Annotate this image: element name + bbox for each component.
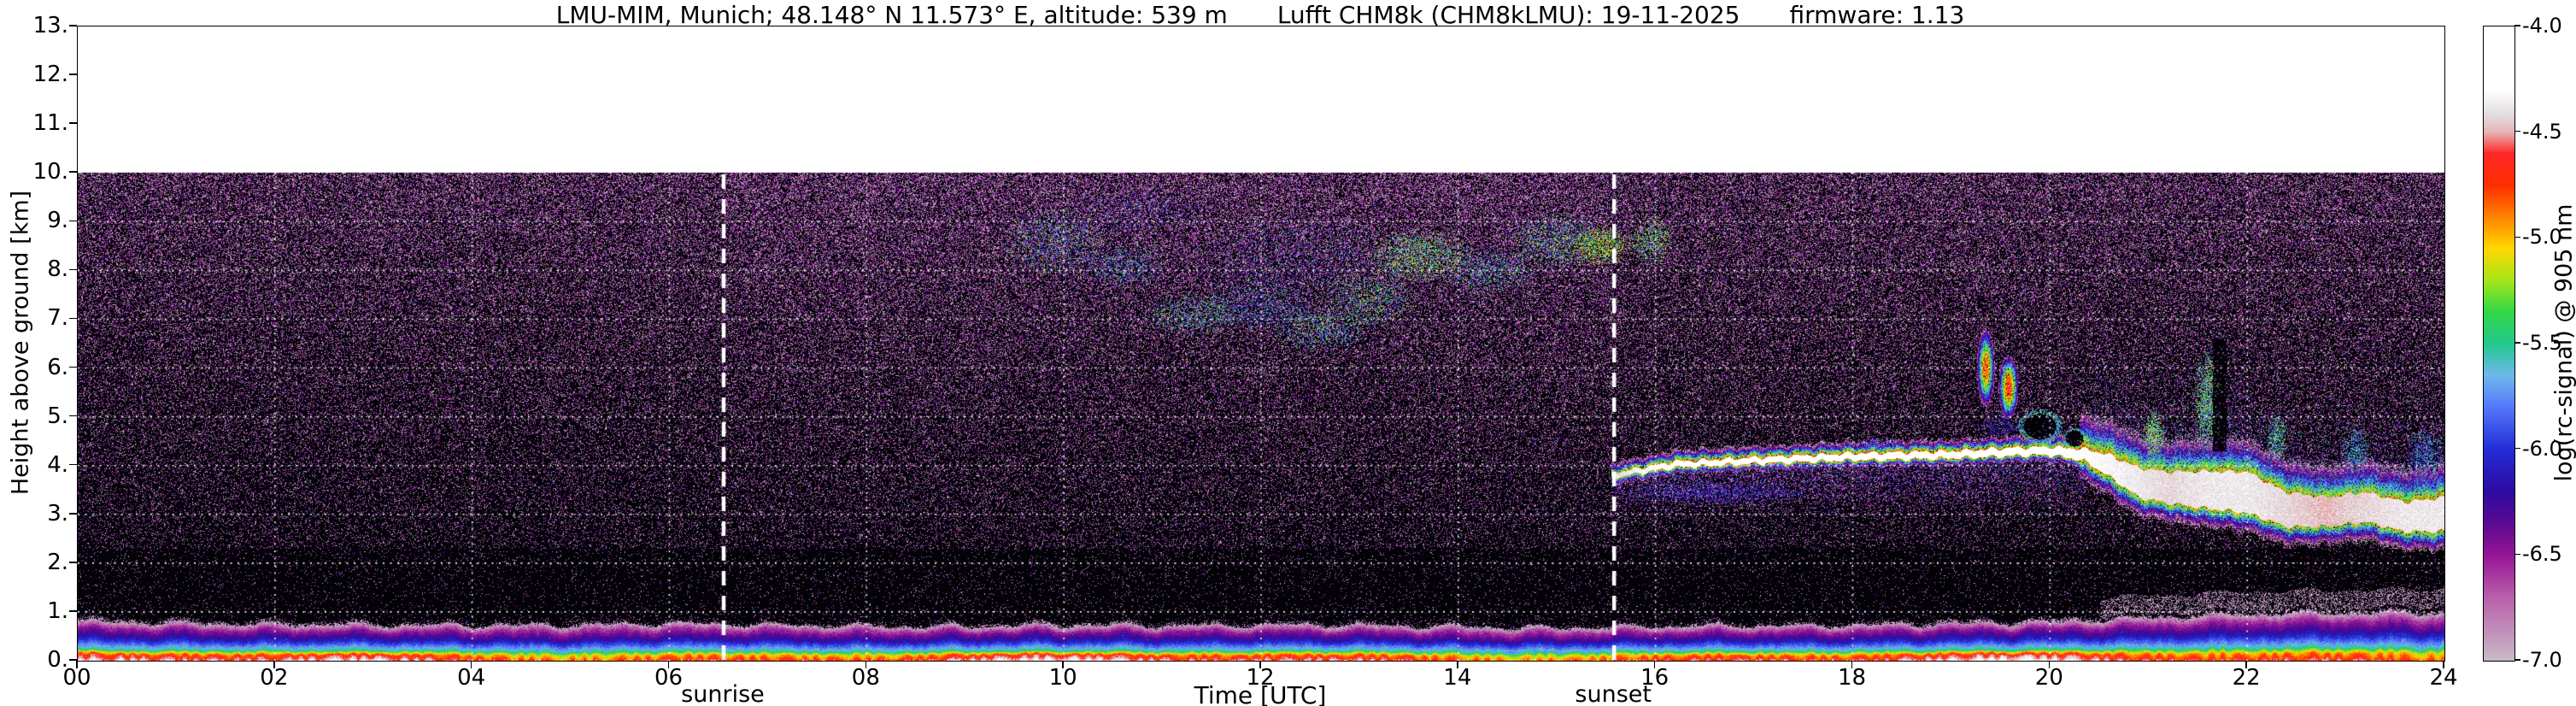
y-tick-label: 7.	[47, 305, 68, 332]
colorbar-tick-mark	[2514, 130, 2520, 132]
colorbar-tick-label: -4.0	[2522, 14, 2562, 38]
x-tick-label: 20	[2034, 665, 2063, 691]
y-axis-label-text: Height above ground [km]	[7, 190, 34, 496]
y-tick-label: 6.	[47, 354, 68, 380]
x-tick-mark	[1653, 661, 1656, 668]
colorbar-tick-label: -6.0	[2522, 436, 2562, 461]
colorbar	[2483, 26, 2515, 662]
sun-annotation-label-sunrise: sunrise	[681, 681, 765, 706]
y-tick-label: 0.	[47, 647, 68, 673]
y-tick-mark	[69, 122, 77, 124]
heatmap-canvas	[78, 26, 2444, 661]
x-tick-label: 18	[1837, 665, 1867, 691]
x-tick-label: 12	[1246, 665, 1275, 691]
x-tick-label: 02	[260, 665, 289, 691]
x-tick-label: 22	[2232, 665, 2261, 691]
colorbar-tick-label: -5.0	[2522, 225, 2562, 250]
x-tick-mark	[273, 661, 275, 668]
x-tick-label: 08	[851, 665, 880, 691]
title-instrument: Lufft CHM8k (CHM8kLMU): 19-11-2025	[1276, 1, 1740, 29]
y-tick-mark	[69, 463, 77, 466]
x-tick-label: 16	[1640, 665, 1669, 691]
y-tick-label: 3.	[47, 500, 68, 527]
y-tick-label: 9.	[47, 208, 68, 234]
y-tick-mark	[69, 610, 77, 612]
x-tick-label: 06	[654, 665, 684, 691]
x-axis-label: Time [UTC]	[1194, 681, 1327, 706]
y-tick-mark	[69, 171, 77, 173]
y-tick-label: 1.	[47, 597, 68, 624]
colorbar-tick-mark	[2514, 659, 2520, 661]
x-tick-mark	[1457, 661, 1458, 668]
x-tick-mark	[2245, 661, 2247, 668]
y-tick-label: 2.	[47, 549, 68, 575]
y-tick-label: 5.	[47, 403, 68, 429]
x-tick-mark	[2048, 661, 2051, 668]
y-tick-label: 10.	[32, 159, 68, 185]
y-tick-mark	[69, 562, 77, 563]
chart-title: LMU-MIM, Munich; 48.148° N 11.573° E, al…	[77, 1, 2444, 29]
x-tick-label: 14	[1443, 665, 1472, 691]
x-tick-mark	[76, 661, 78, 668]
x-tick-label: 04	[457, 665, 486, 691]
x-tick-label: 10	[1048, 665, 1077, 691]
x-tick-mark	[2443, 661, 2444, 668]
y-tick-label: 13.	[32, 13, 68, 38]
title-station: LMU-MIM, Munich; 48.148° N 11.573° E, al…	[555, 1, 1228, 29]
y-tick-mark	[69, 74, 77, 75]
y-tick-label: 12.	[32, 62, 68, 88]
colorbar-tick-label: -7.0	[2522, 648, 2562, 672]
y-tick-mark	[69, 268, 77, 271]
x-tick-mark	[1259, 661, 1261, 668]
colorbar-tick-mark	[2514, 25, 2520, 26]
colorbar-tick-label: -4.5	[2522, 119, 2562, 144]
colorbar-tick-label: -6.5	[2522, 542, 2562, 567]
x-tick-mark	[1851, 661, 1853, 668]
sun-annotation-label-sunset: sunset	[1575, 681, 1652, 706]
colorbar-tick-label: -5.5	[2522, 331, 2562, 355]
plot-area	[77, 26, 2445, 662]
colorbar-tick-mark	[2514, 342, 2520, 344]
x-tick-label: 00	[62, 665, 91, 691]
colorbar-tick-mark	[2514, 553, 2520, 556]
y-tick-mark	[69, 25, 77, 26]
y-tick-mark	[69, 317, 77, 320]
y-tick-mark	[69, 366, 77, 368]
y-tick-mark	[69, 659, 77, 661]
x-tick-label: 24	[2429, 665, 2458, 691]
colorbar-tick-mark	[2514, 447, 2520, 450]
colorbar-tick-mark	[2514, 236, 2520, 238]
x-tick-mark	[667, 661, 670, 668]
y-tick-label: 11.	[32, 110, 68, 137]
x-tick-mark	[1062, 661, 1064, 668]
y-tick-label: 8.	[47, 256, 68, 283]
x-tick-mark	[865, 661, 867, 668]
x-tick-mark	[470, 661, 472, 668]
y-tick-mark	[69, 415, 77, 417]
y-tick-mark	[69, 513, 77, 515]
y-tick-label: 4.	[47, 451, 68, 478]
y-tick-mark	[69, 220, 77, 222]
title-firmware: firmware: 1.13	[1789, 1, 1965, 29]
colorbar-gradient	[2484, 26, 2514, 661]
